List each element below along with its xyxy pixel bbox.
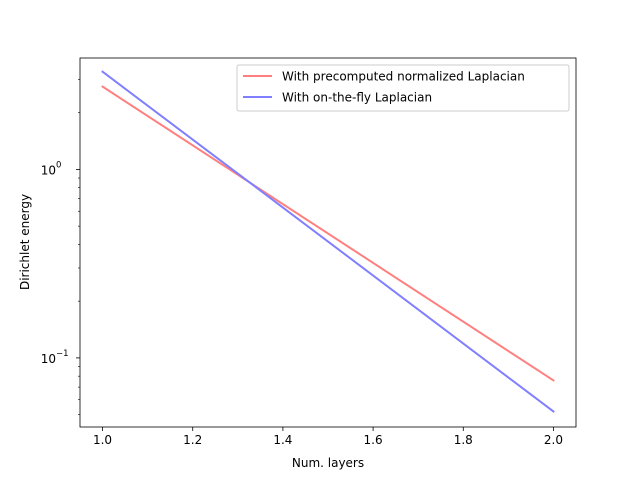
x-tick-label: 1.2	[183, 433, 202, 447]
legend-label-precomputed: With precomputed normalized Laplacian	[282, 70, 525, 84]
y-tick-label: 10	[41, 163, 56, 177]
series-line-0	[101, 85, 555, 382]
legend-label-on-the-fly: With on-the-fly Laplacian	[282, 91, 432, 105]
x-tick-label: 1.4	[273, 433, 292, 447]
x-axis-label: Num. layers	[292, 456, 364, 470]
x-tick-label: 1.8	[454, 433, 473, 447]
y-tick-label: 10	[41, 352, 56, 366]
x-tick-label: 1.0	[93, 433, 112, 447]
y-tick-exponent: 0	[56, 160, 61, 170]
x-tick-label: 2.0	[544, 433, 563, 447]
plot-area	[101, 70, 555, 413]
axes-frame	[79, 57, 577, 428]
legend: With precomputed normalized Laplacian Wi…	[236, 64, 570, 112]
x-tick-label: 1.6	[364, 433, 383, 447]
y-tick-exponent: −1	[56, 349, 69, 359]
x-axis: 1.0 1.2 1.4 1.6 1.8 2.0	[93, 427, 563, 447]
legend-box	[236, 64, 570, 112]
series-line-1	[101, 70, 555, 413]
y-axis-label: Dirichlet energy	[18, 194, 32, 290]
